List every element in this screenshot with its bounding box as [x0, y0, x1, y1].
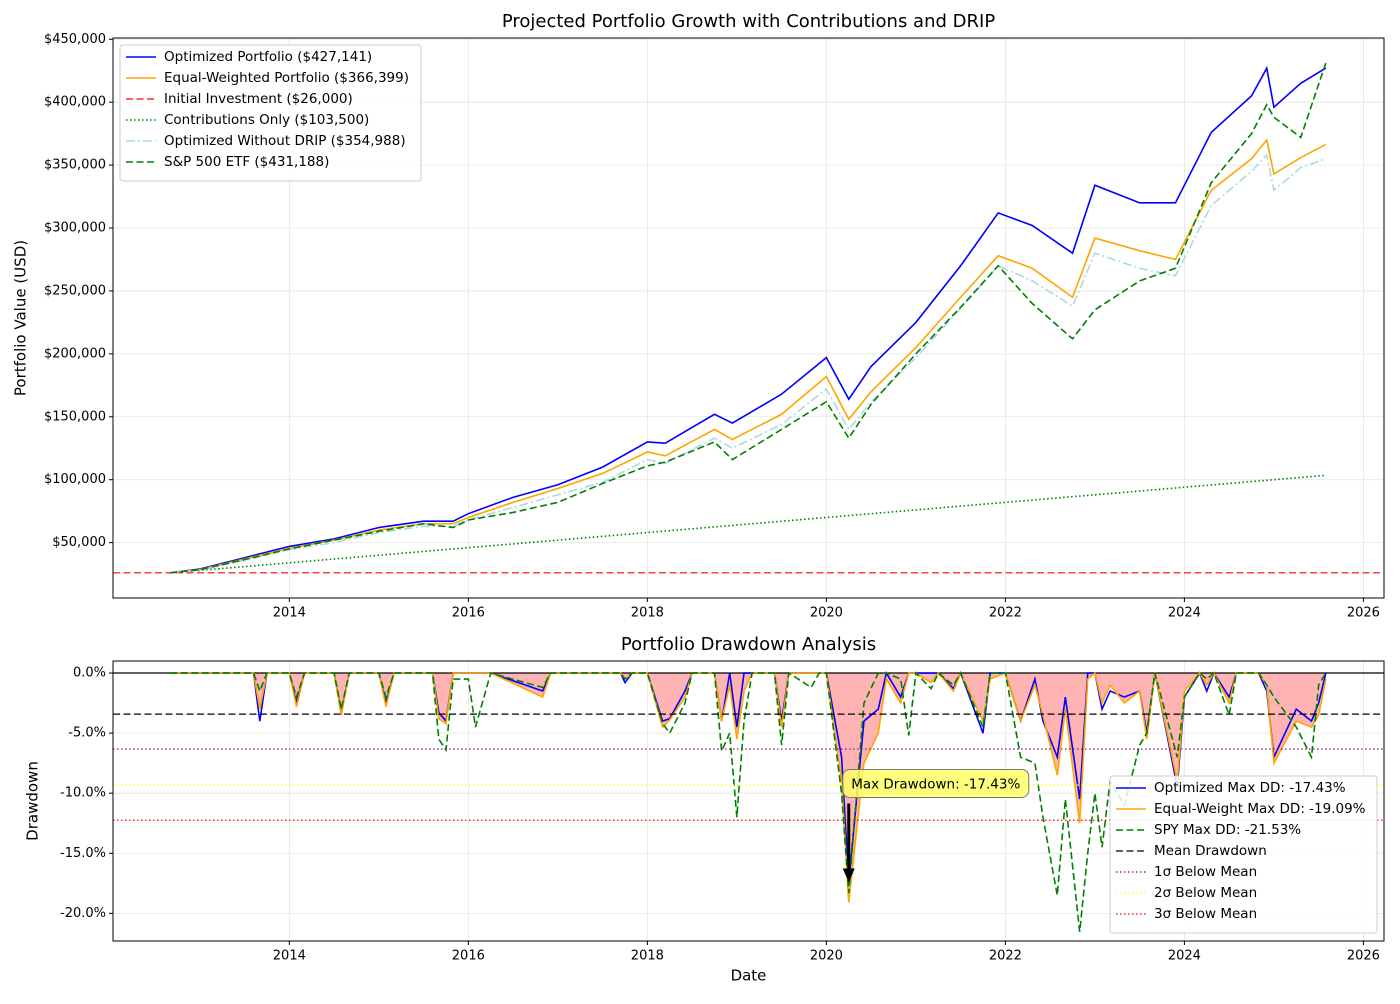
- y-axis-label: Drawdown: [24, 761, 42, 841]
- y-tick-label: -10.0%: [60, 786, 106, 801]
- x-tick-label: 2014: [273, 949, 306, 964]
- x-tick-label: 2026: [1347, 949, 1380, 964]
- axes-frame: [112, 37, 1385, 599]
- legend-label: Equal-Weighted Portfolio ($366,399): [164, 70, 409, 86]
- legend-label: 3σ Below Mean: [1154, 906, 1257, 922]
- x-tick-label: 2018: [631, 606, 664, 621]
- x-tick-label: 2016: [452, 606, 485, 621]
- x-axis-label: Date: [731, 967, 767, 985]
- legend-label: S&P 500 ETF ($431,188): [164, 154, 329, 170]
- legend-label: 1σ Below Mean: [1154, 864, 1257, 880]
- x-tick-label: 2024: [1168, 949, 1201, 964]
- x-tick-label: 2020: [810, 606, 843, 621]
- x-tick-label: 2020: [810, 949, 843, 964]
- x-tick-label: 2018: [631, 949, 664, 964]
- y-tick-label: $400,000: [44, 95, 106, 110]
- y-tick-label: $100,000: [44, 472, 106, 487]
- y-tick-label: $250,000: [44, 283, 106, 298]
- series-line: [170, 62, 1327, 574]
- x-tick-label: 2022: [989, 949, 1022, 964]
- legend-label: SPY Max DD: -21.53%: [1154, 822, 1301, 838]
- x-tick-label: 2024: [1168, 606, 1201, 621]
- series-line: [170, 65, 1327, 574]
- y-tick-label: $50,000: [52, 535, 106, 550]
- annotation-box: [842, 768, 1030, 798]
- y-tick-label: -15.0%: [60, 846, 106, 861]
- annotation-text: Max Drawdown: -17.43%: [851, 776, 1020, 792]
- y-tick-label: $150,000: [44, 409, 106, 424]
- series-line: [170, 153, 1327, 574]
- legend-label: 2σ Below Mean: [1154, 885, 1257, 901]
- y-tick-label: 0.0%: [73, 666, 106, 681]
- legend-label: Optimized Portfolio ($427,141): [164, 49, 372, 65]
- y-tick-label: $300,000: [44, 221, 106, 236]
- y-tick-label: -5.0%: [68, 726, 106, 741]
- annotation-arrowhead: [842, 868, 855, 883]
- legend-box: [1109, 775, 1378, 934]
- series-line: [170, 671, 1327, 932]
- chart-title: Projected Portfolio Growth with Contribu…: [502, 11, 995, 32]
- x-tick-label: 2016: [452, 949, 485, 964]
- x-tick-label: 2022: [989, 606, 1022, 621]
- plot-area: [113, 670, 1384, 932]
- legend-label: Equal-Weight Max DD: -19.09%: [1154, 801, 1366, 817]
- y-axis-label: Portfolio Value (USD): [12, 240, 30, 396]
- y-tick-label: $350,000: [44, 158, 106, 173]
- legend-label: Mean Drawdown: [1154, 843, 1267, 859]
- x-tick-label: 2026: [1347, 606, 1380, 621]
- y-tick-label: -20.0%: [60, 906, 106, 921]
- legend-label: Optimized Without DRIP ($354,988): [164, 133, 406, 149]
- legend-label: Optimized Max DD: -17.43%: [1154, 780, 1346, 796]
- axes-frame: [112, 660, 1385, 942]
- chart-title: Portfolio Drawdown Analysis: [621, 634, 876, 655]
- plot-area: [113, 62, 1384, 574]
- y-tick-label: $450,000: [44, 32, 106, 47]
- x-tick-label: 2014: [273, 606, 306, 621]
- legend-label: Contributions Only ($103,500): [164, 112, 369, 128]
- y-tick-label: $200,000: [44, 346, 106, 361]
- legend-box: [119, 44, 422, 182]
- legend-label: Initial Investment ($26,000): [164, 91, 353, 107]
